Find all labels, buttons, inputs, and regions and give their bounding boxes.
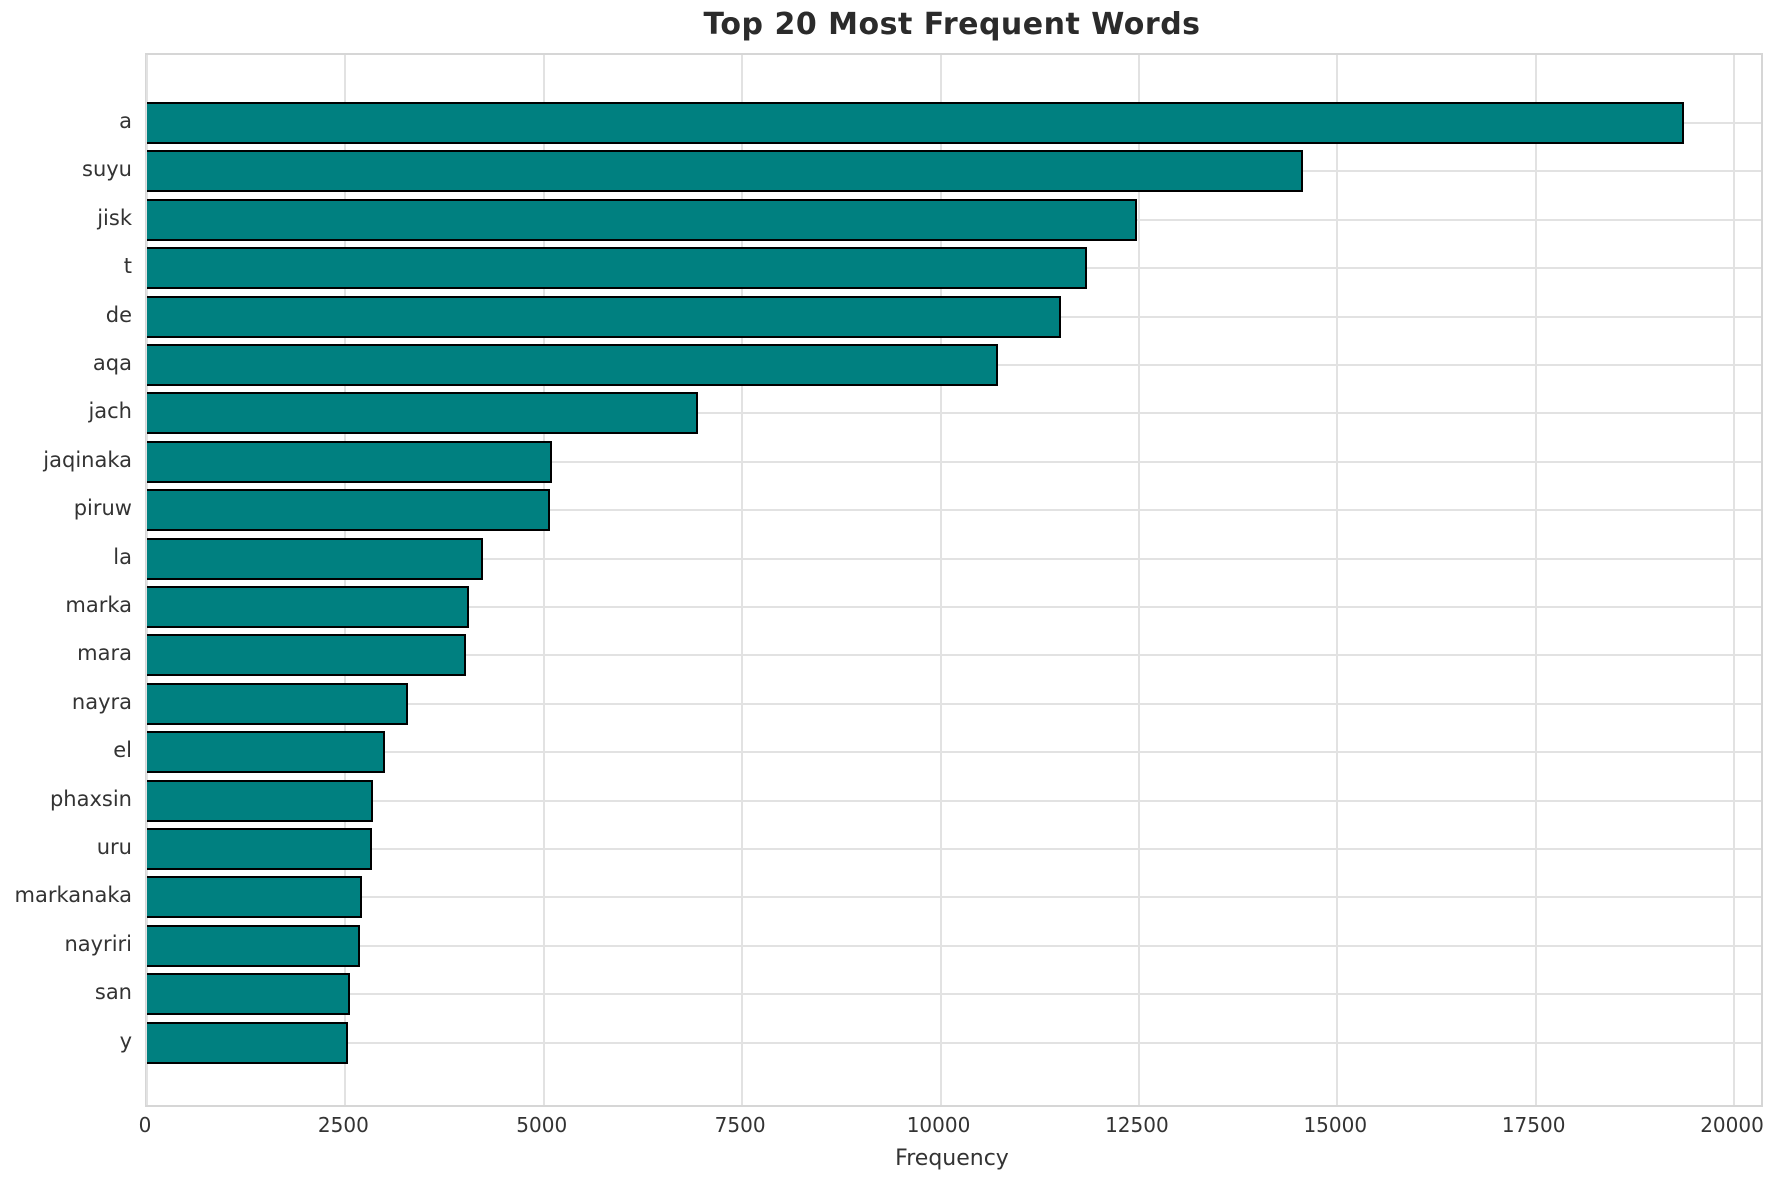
x-tick-label: 5000: [516, 1113, 568, 1137]
y-tick-label: marka: [65, 593, 132, 617]
bar-jisk: [147, 198, 1137, 241]
horizontal-gridline: [147, 751, 1761, 754]
bar-aqa: [147, 344, 999, 386]
y-tick-label: jisk: [97, 205, 132, 230]
horizontal-gridline: [147, 896, 1761, 899]
vertical-gridline: [1137, 55, 1140, 1105]
y-tick-label: jach: [88, 399, 132, 424]
vertical-gridline: [344, 55, 347, 1105]
x-tick-label: 17500: [1501, 1113, 1566, 1137]
vertical-gridline: [939, 55, 942, 1105]
y-tick-label: el: [113, 738, 132, 763]
bar-t: [147, 247, 1088, 290]
bar-uru: [147, 828, 372, 870]
vertical-gridline: [542, 55, 545, 1105]
bar-markanaka: [147, 876, 363, 919]
y-tick-label: suyu: [82, 157, 132, 182]
bar-y: [147, 1021, 348, 1064]
horizontal-gridline: [147, 799, 1761, 802]
bar-jach: [147, 392, 699, 435]
horizontal-gridline: [147, 993, 1761, 996]
y-tick-label: san: [94, 980, 132, 1005]
y-tick-label: y: [119, 1028, 132, 1053]
bar-piruw: [147, 489, 551, 532]
y-tick-label: t: [123, 254, 132, 279]
bar-el: [147, 731, 386, 774]
horizontal-gridline: [147, 848, 1761, 850]
x-tick-label: 0: [138, 1113, 152, 1137]
x-tick-label: 12500: [1105, 1113, 1169, 1137]
horizontal-gridline: [147, 412, 1761, 415]
bar-nayriri: [147, 924, 360, 967]
bar-suyu: [147, 150, 1304, 193]
x-tick-label: 10000: [906, 1113, 971, 1137]
x-tick-label: 20000: [1700, 1113, 1764, 1137]
bar-marka: [147, 586, 470, 628]
vertical-gridline: [1733, 55, 1736, 1105]
y-tick-label: nayra: [71, 689, 132, 714]
y-tick-label: jaqinaka: [43, 447, 132, 472]
y-tick-label: piruw: [73, 496, 132, 521]
bar-san: [147, 973, 351, 1016]
vertical-gridline: [146, 55, 148, 1105]
y-tick-label: phaxsin: [49, 786, 132, 811]
vertical-gridline: [741, 55, 744, 1105]
bar-de: [147, 295, 1062, 338]
horizontal-gridline: [147, 460, 1761, 463]
bar-phaxsin: [147, 779, 374, 822]
bar-jaqinaka: [147, 440, 553, 483]
x-axis-label: Frequency: [895, 1146, 1009, 1171]
horizontal-gridline: [147, 1041, 1761, 1044]
plot-area: [145, 53, 1763, 1107]
chart-title: Top 20 Most Frequent Words: [703, 7, 1201, 42]
y-tick-label: de: [105, 302, 132, 327]
horizontal-gridline: [147, 557, 1761, 560]
y-tick-label: uru: [96, 835, 132, 859]
horizontal-gridline: [147, 944, 1761, 947]
vertical-gridline: [1534, 55, 1537, 1105]
y-tick-label: markanaka: [14, 883, 132, 908]
y-tick-label: a: [119, 109, 132, 133]
x-tick-label: 15000: [1303, 1113, 1368, 1137]
horizontal-gridline: [147, 509, 1761, 512]
y-tick-label: nayriri: [64, 931, 132, 956]
y-tick-label: la: [113, 544, 132, 569]
y-tick-label: mara: [77, 641, 132, 666]
bar-nayra: [147, 682, 409, 725]
horizontal-gridline: [147, 606, 1761, 608]
y-tick-label: aqa: [92, 351, 132, 375]
horizontal-gridline: [147, 702, 1761, 705]
horizontal-gridline: [147, 654, 1761, 657]
x-tick-label: 2500: [317, 1113, 369, 1137]
bar-a: [147, 102, 1685, 144]
vertical-gridline: [1336, 55, 1339, 1105]
bar-mara: [147, 634, 466, 677]
x-tick-label: 7500: [714, 1113, 766, 1137]
bar-la: [147, 537, 484, 580]
